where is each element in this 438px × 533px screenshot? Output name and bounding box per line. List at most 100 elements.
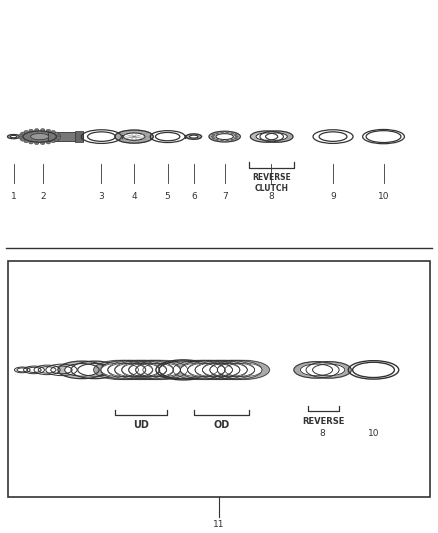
Polygon shape [101, 360, 153, 379]
Text: 8: 8 [320, 429, 325, 438]
Ellipse shape [35, 128, 39, 132]
Text: 10: 10 [368, 429, 379, 438]
Polygon shape [121, 360, 174, 379]
Polygon shape [294, 361, 339, 378]
Polygon shape [195, 360, 247, 379]
Ellipse shape [211, 135, 214, 138]
Text: 1: 1 [11, 192, 17, 201]
Ellipse shape [46, 129, 50, 132]
Ellipse shape [46, 141, 50, 144]
Ellipse shape [51, 140, 55, 143]
Text: 7: 7 [222, 192, 227, 201]
Ellipse shape [212, 134, 215, 136]
Ellipse shape [57, 134, 61, 137]
Polygon shape [251, 131, 283, 142]
Polygon shape [128, 360, 181, 379]
Ellipse shape [31, 133, 49, 140]
Polygon shape [265, 133, 287, 140]
Polygon shape [136, 363, 173, 377]
Polygon shape [217, 360, 269, 379]
Polygon shape [256, 133, 278, 140]
Polygon shape [10, 135, 17, 138]
Polygon shape [187, 363, 225, 377]
Polygon shape [195, 363, 233, 377]
Text: 6: 6 [191, 192, 197, 201]
Ellipse shape [212, 137, 215, 140]
Polygon shape [202, 360, 254, 379]
Ellipse shape [29, 129, 33, 132]
Text: UD: UD [133, 420, 148, 430]
Ellipse shape [226, 131, 229, 134]
Text: 3: 3 [99, 192, 104, 201]
Ellipse shape [57, 136, 61, 139]
Polygon shape [180, 360, 233, 379]
Bar [75, 131, 83, 142]
Ellipse shape [220, 131, 224, 134]
Polygon shape [313, 364, 345, 376]
Polygon shape [7, 134, 20, 139]
Ellipse shape [220, 140, 224, 142]
Ellipse shape [234, 134, 237, 136]
Ellipse shape [21, 132, 25, 135]
Polygon shape [122, 363, 159, 377]
Ellipse shape [35, 141, 39, 144]
Ellipse shape [40, 128, 45, 132]
Ellipse shape [18, 136, 23, 139]
Ellipse shape [230, 132, 234, 134]
Polygon shape [71, 361, 119, 378]
Polygon shape [108, 363, 145, 377]
Text: 8: 8 [268, 192, 274, 201]
Polygon shape [78, 364, 112, 376]
Polygon shape [210, 360, 262, 379]
Polygon shape [180, 363, 218, 377]
Ellipse shape [55, 132, 59, 135]
Polygon shape [209, 131, 240, 142]
Polygon shape [101, 363, 138, 377]
Polygon shape [94, 360, 146, 379]
Polygon shape [189, 135, 198, 138]
Ellipse shape [24, 140, 28, 143]
Polygon shape [58, 361, 106, 378]
Text: REVERSE: REVERSE [302, 417, 345, 425]
Polygon shape [216, 134, 233, 140]
Text: 9: 9 [330, 192, 336, 201]
Polygon shape [115, 363, 152, 377]
Ellipse shape [51, 131, 55, 134]
Polygon shape [217, 363, 254, 377]
Polygon shape [143, 363, 180, 377]
Polygon shape [187, 360, 240, 379]
Ellipse shape [29, 141, 33, 144]
Polygon shape [210, 363, 247, 377]
Polygon shape [123, 133, 145, 140]
Polygon shape [202, 363, 240, 377]
Polygon shape [260, 131, 293, 142]
Polygon shape [115, 130, 153, 143]
Ellipse shape [234, 137, 237, 140]
Polygon shape [115, 360, 167, 379]
Text: 4: 4 [131, 192, 137, 201]
Polygon shape [306, 361, 351, 378]
Ellipse shape [18, 134, 23, 137]
Text: OD: OD [213, 420, 230, 430]
Ellipse shape [215, 139, 219, 141]
Polygon shape [186, 134, 201, 139]
Ellipse shape [235, 135, 239, 138]
Polygon shape [65, 364, 99, 376]
Bar [8, 261, 430, 497]
Ellipse shape [226, 140, 229, 142]
Polygon shape [23, 131, 56, 142]
Text: 5: 5 [165, 192, 170, 201]
Ellipse shape [21, 138, 25, 141]
Bar [48, 132, 83, 141]
Ellipse shape [215, 132, 219, 134]
Polygon shape [300, 364, 332, 376]
Text: 10: 10 [378, 192, 389, 201]
Text: REVERSE
CLUTCH: REVERSE CLUTCH [252, 173, 291, 193]
Polygon shape [135, 360, 187, 379]
Polygon shape [225, 363, 262, 377]
Ellipse shape [40, 141, 45, 144]
Text: 11: 11 [213, 520, 225, 529]
Polygon shape [108, 360, 160, 379]
Ellipse shape [24, 131, 28, 134]
Polygon shape [129, 363, 166, 377]
